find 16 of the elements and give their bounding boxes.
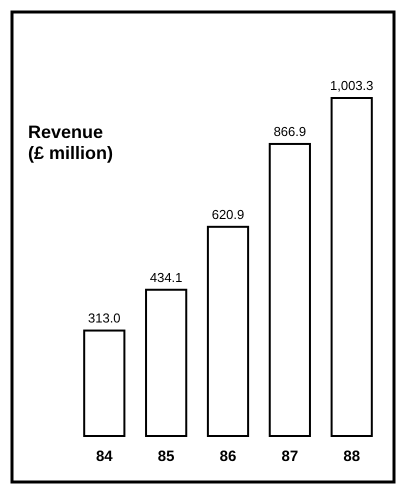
x-tick-label: 88 [343, 448, 360, 465]
data-label: 313.0 [88, 310, 121, 326]
bar [145, 288, 188, 437]
x-tick-label: 85 [158, 448, 174, 465]
x-tick-label: 86 [220, 448, 236, 465]
bar [330, 97, 373, 437]
x-tick-label: 84 [96, 448, 114, 465]
data-label: 866.9 [274, 124, 306, 139]
data-label: 1,003.3 [330, 78, 374, 93]
x-tick-label: 87 [282, 448, 298, 465]
data-label: 434.1 [150, 270, 182, 285]
text: Revenue (£ million) [28, 122, 114, 163]
data-label: 620.9 [212, 206, 244, 222]
bar [83, 330, 126, 437]
bar [206, 226, 250, 437]
bar [268, 142, 311, 437]
